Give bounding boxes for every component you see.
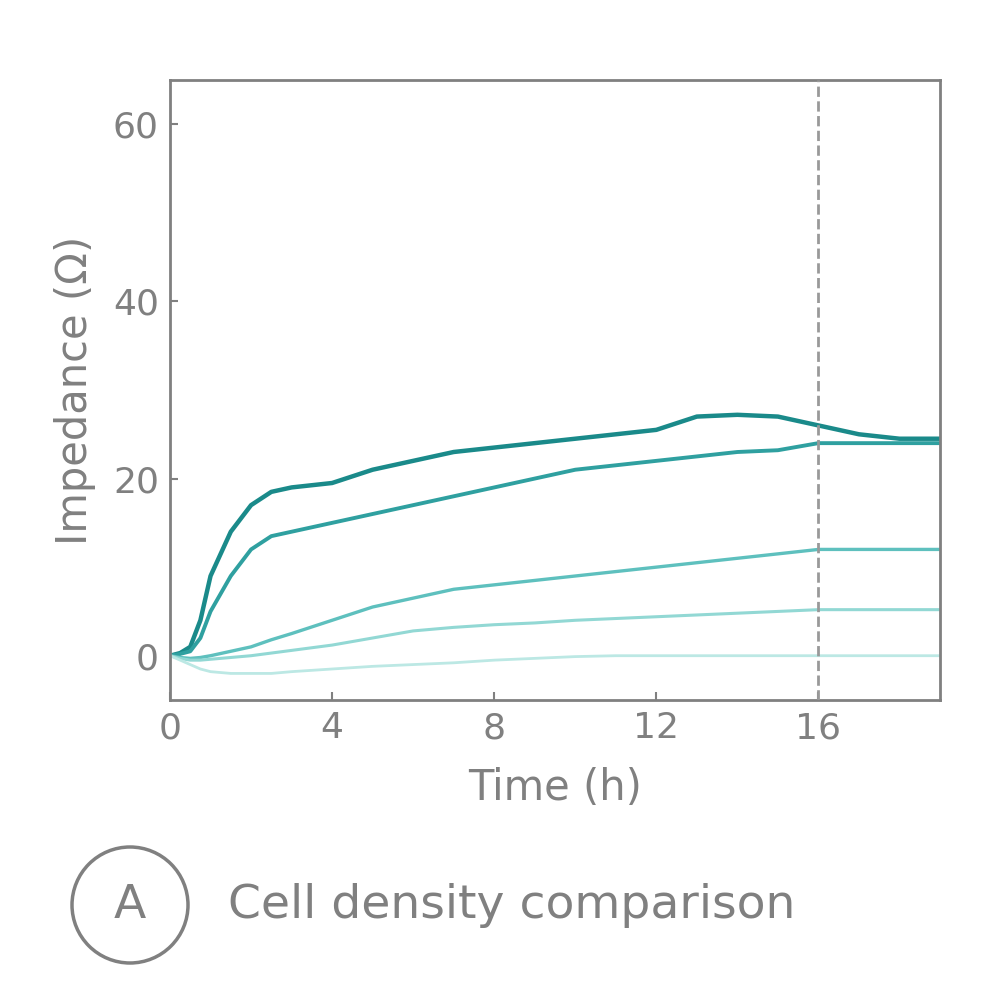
Text: A: A <box>114 882 146 928</box>
X-axis label: Time (h): Time (h) <box>468 767 642 809</box>
Text: Cell density comparison: Cell density comparison <box>228 882 795 928</box>
Y-axis label: Impedance (Ω): Impedance (Ω) <box>54 235 96 545</box>
